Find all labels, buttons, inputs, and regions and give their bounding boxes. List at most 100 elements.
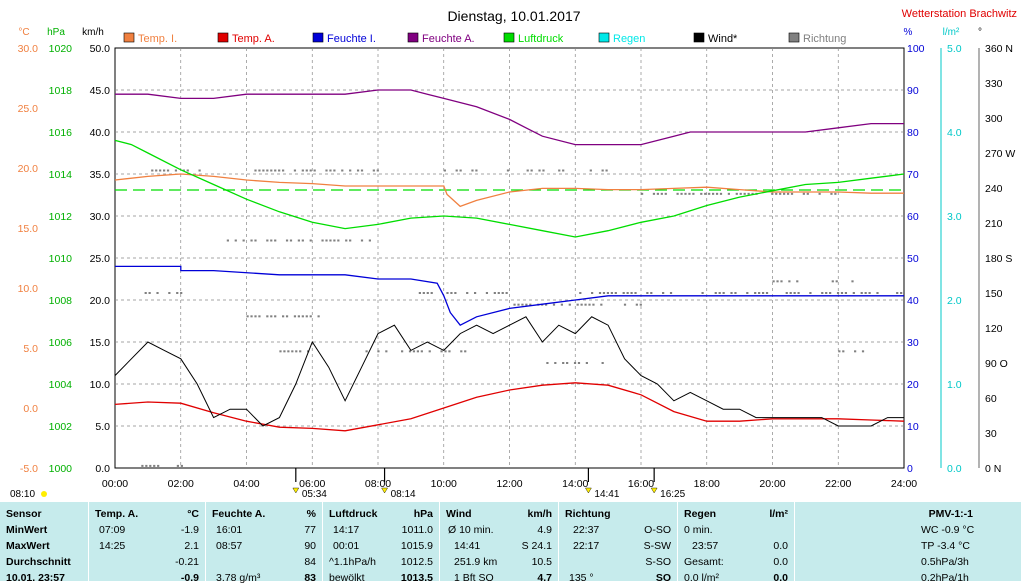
direction-mark [295,350,297,352]
direction-tick-label: 360 N [985,43,1013,55]
feuchte-a-avg: 84 [304,554,316,570]
direction-mark [141,465,143,467]
legend-swatch [408,33,418,42]
direction-mark [525,304,527,306]
direction-mark [502,292,504,294]
direction-mark [294,170,296,172]
legend-swatch [218,33,228,42]
direction-mark [279,350,281,352]
feuchte-a-unit: % [307,506,316,522]
direction-mark [282,170,284,172]
legend-label: Wind* [708,33,738,45]
feuchte-a-column: Feuchte A.% 16:01 77 08:57 90 84 3.78 g/m³… [206,502,323,581]
direction-mark [168,292,170,294]
temp-tick-label: 0.0 [23,403,38,415]
direction-mark [270,315,272,317]
legend-label: Regen [613,33,645,45]
humidity-tick-label: 40 [907,295,919,307]
direction-mark [306,170,308,172]
direction-mark [527,170,529,172]
regen-total: 0.0 [773,554,788,570]
direction-mark [302,315,304,317]
direction-mark [250,315,252,317]
temp-a-avg: -0.21 [175,554,199,570]
direction-mark [876,292,878,294]
sensor-column: Sensor MinWert MaxWert Durchschnitt 10.0… [0,502,89,581]
legend-label: Temp. I. [138,33,177,45]
direction-mark [329,240,331,242]
weather-chart: Dienstag, 10.01.2017 Wetterstation Brach… [0,0,1021,502]
pressure-axis-unit: hPa [47,27,65,38]
direction-mark [254,170,256,172]
direction-mark [754,292,756,294]
direction-mark [623,292,625,294]
direction-mark [783,193,785,195]
direction-mark [270,170,272,172]
direction-mark [421,350,423,352]
direction-mark [494,292,496,294]
wind-tick-label: 45.0 [90,85,111,97]
direction-mark [254,315,256,317]
direction-mark [366,350,368,352]
statistics-table: Sensor MinWert MaxWert Durchschnitt 10.0… [0,502,1021,581]
legend-swatch [313,33,323,42]
direction-mark [474,292,476,294]
direction-mark [446,292,448,294]
direction-mark [314,170,316,172]
temp-tick-label: 10.0 [18,283,39,295]
direction-mark [553,304,555,306]
regen-header: Regen [684,506,716,522]
humidity-tick-label: 60 [907,211,919,223]
direction-mark [819,193,821,195]
temp-tick-label: 20.0 [18,163,39,175]
pressure-tick-label: 1018 [49,85,73,97]
direction-mark [149,465,151,467]
pmv-dewpoint: TP -3.4 °C [921,538,970,554]
gust-marker-icon [293,488,299,493]
direction-mark [466,292,468,294]
x-tick-label: 10:00 [431,478,457,490]
richtung-avg: S-SO [645,554,671,570]
wind-tick-label: 50.0 [90,43,111,55]
direction-mark [838,350,840,352]
direction-mark [834,193,836,195]
direction-mark [853,292,855,294]
humidity-axis-unit: % [904,27,913,38]
direction-mark [349,170,351,172]
direction-mark [325,240,327,242]
direction-mark [460,170,462,172]
wind-column: Wind km/h Ø 10 min. 4.9 14:41 S 24.1 251.9 … [440,502,559,581]
direction-mark [298,240,300,242]
temp-a-min: -1.9 [181,522,199,538]
direction-mark [373,170,375,172]
direction-mark [270,240,272,242]
direction-mark [349,240,351,242]
direction-mark [670,292,672,294]
direction-mark [841,292,843,294]
direction-mark [167,170,169,172]
direction-mark [657,193,659,195]
richtung-now: SO [656,570,671,586]
direction-mark [590,170,592,172]
wind-tick-label: 30.0 [90,211,111,223]
direction-mark [274,315,276,317]
direction-mark [566,362,568,364]
direction-mark [369,240,371,242]
richtung-degrees: 135 ° [569,570,594,586]
direction-mark [803,193,805,195]
direction-mark [851,280,853,282]
feuchte-a-min-time: 16:01 [216,522,242,538]
direction-mark [561,304,563,306]
wind-max-time: 14:41 [454,538,480,554]
direction-mark [791,193,793,195]
gust-marker-icon [585,488,591,493]
legend: Temp. I. Temp. A. Feuchte I. Feuchte A. Luft… [124,33,846,45]
sun-icon [41,491,47,497]
direction-mark [377,350,379,352]
gust-marker-label: 05:34 [302,489,327,500]
sensor-header: Sensor [6,506,42,522]
direction-mark [475,170,477,172]
direction-mark [310,315,312,317]
direction-mark [199,170,201,172]
temp-tick-label: -5.0 [20,463,38,475]
